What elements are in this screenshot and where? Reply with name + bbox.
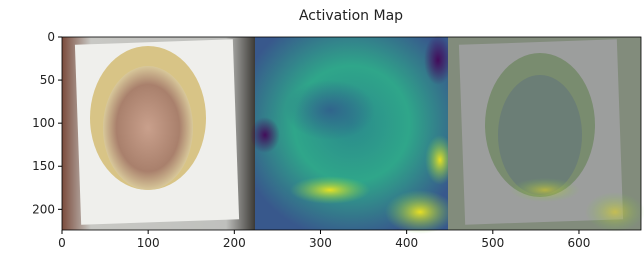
y-tick-label: 200 (32, 202, 55, 216)
x-tick-label: 300 (309, 236, 332, 250)
image-panels (62, 35, 644, 234)
y-tick-label: 150 (32, 159, 55, 173)
x-tick-label: 400 (395, 236, 418, 250)
y-tick-label: 100 (32, 116, 55, 130)
chart: Activation Map 0 100 200 300 400 500 600 0 50 100… (0, 0, 644, 262)
x-tick-label: 600 (568, 236, 591, 250)
x-tick-label: 200 (223, 236, 246, 250)
x-tick-label: 100 (137, 236, 160, 250)
chart-title: Activation Map (299, 8, 403, 24)
y-tick-label: 0 (47, 30, 55, 44)
x-tick-label: 500 (481, 236, 504, 250)
y-tick-label: 50 (40, 73, 55, 87)
x-tick-label: 0 (58, 236, 66, 250)
